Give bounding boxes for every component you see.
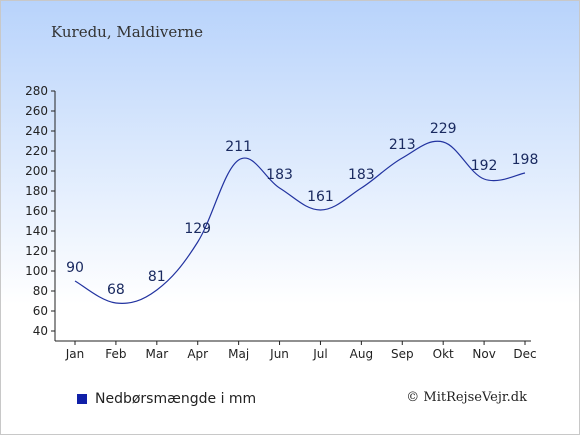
x-tick-label: Maj (228, 347, 249, 361)
y-tick-label: 220 (25, 144, 48, 158)
x-tick-label: Apr (187, 347, 208, 361)
data-label: 68 (107, 282, 125, 298)
data-label: 229 (430, 121, 457, 137)
legend: Nedbørsmængde i mm (77, 391, 256, 407)
y-tick-label: 140 (25, 224, 48, 238)
data-label: 81 (148, 269, 166, 285)
data-label: 192 (471, 158, 498, 174)
x-tick-label: Mar (145, 347, 168, 361)
y-tick-label: 260 (25, 104, 48, 118)
chart-title: Kuredu, Maldiverne (51, 23, 203, 41)
data-label: 211 (225, 139, 252, 155)
x-tick-label: Jan (65, 347, 85, 361)
x-tick-label: Jun (269, 347, 289, 361)
y-tick-label: 280 (25, 84, 48, 98)
y-tick-label: 60 (33, 304, 48, 318)
y-tick-label: 180 (25, 184, 48, 198)
y-tick-label: 120 (25, 244, 48, 258)
data-label: 213 (389, 137, 416, 153)
legend-swatch (77, 394, 87, 404)
data-label: 183 (348, 167, 375, 183)
y-tick-label: 40 (33, 324, 48, 338)
x-tick-label: Dec (513, 347, 536, 361)
x-tick-label: Okt (433, 347, 454, 361)
legend-label: Nedbørsmængde i mm (95, 391, 257, 407)
x-tick-label: Aug (350, 347, 373, 361)
data-label: 198 (512, 152, 539, 168)
data-label: 90 (66, 260, 84, 276)
y-tick-label: 100 (25, 264, 48, 278)
data-label: 161 (307, 189, 334, 205)
x-tick-label: Jul (312, 347, 327, 361)
y-tick-label: 80 (33, 284, 48, 298)
series-line (74, 140, 526, 304)
y-tick-label: 240 (25, 124, 48, 138)
data-label: 129 (184, 221, 211, 237)
y-tick-label: 160 (25, 204, 48, 218)
credit-text: © MitRejseVejr.dk (406, 390, 527, 405)
y-tick-label: 200 (25, 164, 48, 178)
x-tick-label: Nov (472, 347, 495, 361)
x-tick-label: Sep (391, 347, 414, 361)
data-label: 183 (266, 167, 293, 183)
x-tick-label: Feb (105, 347, 126, 361)
